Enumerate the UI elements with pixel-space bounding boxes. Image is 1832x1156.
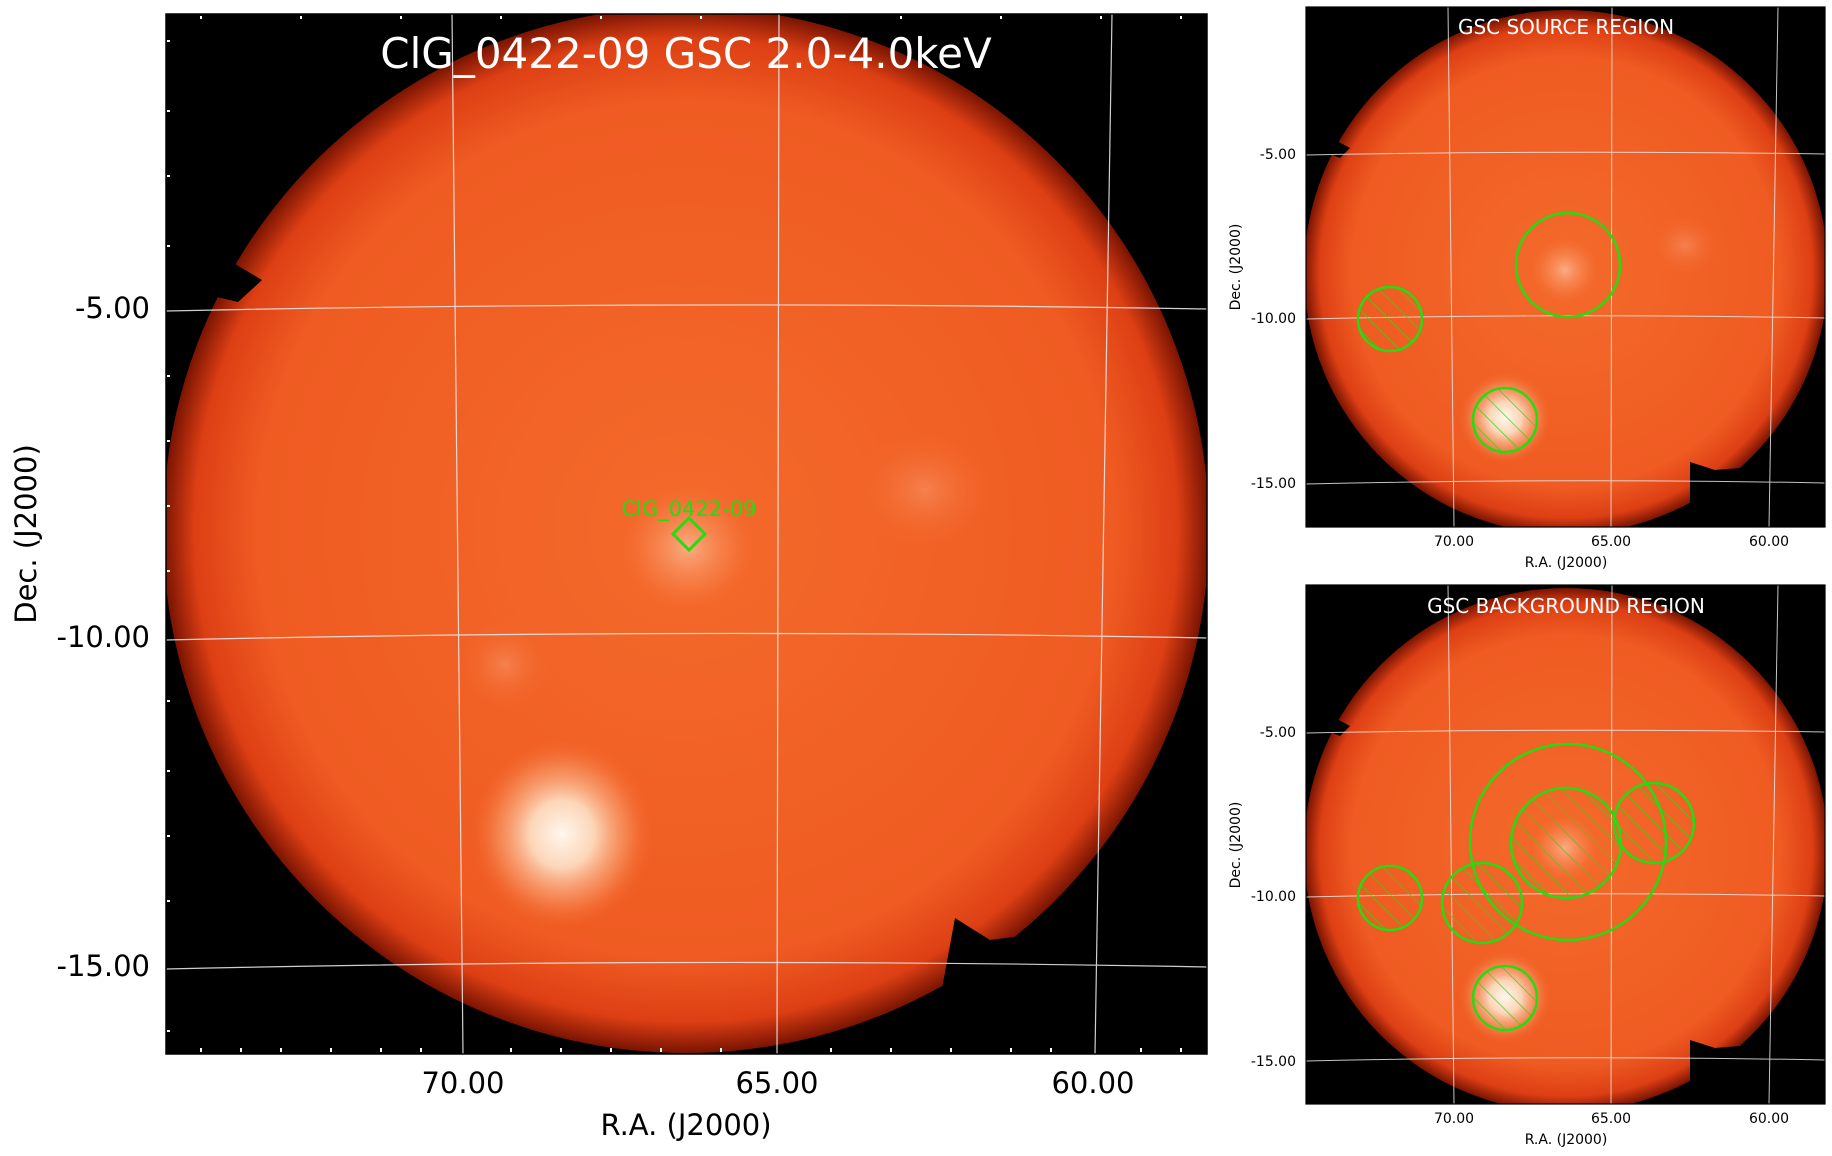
background-edge-notch <box>1690 1040 1760 1104</box>
background-title: GSC BACKGROUND REGION <box>1427 594 1705 618</box>
main-frame <box>165 13 1208 1055</box>
background-frame <box>1305 584 1826 1105</box>
cluster-diamond-marker <box>670 515 708 553</box>
background-edge-notch <box>1325 718 1350 736</box>
background-y-axis-label: Dec. (J2000) <box>1228 802 1244 889</box>
main-y-axis-label: Dec. (J2000) <box>9 444 43 624</box>
background-x-tick-label: 65.00 <box>1591 1111 1631 1127</box>
main-coordinate-grid <box>166 14 1207 1054</box>
source-weak-source <box>1650 215 1720 275</box>
main-weak-source <box>855 430 995 550</box>
source-x-axis-label: R.A. (J2000) <box>1525 555 1608 571</box>
source-cluster-emission <box>1530 236 1600 304</box>
main-weak-source <box>460 620 550 710</box>
background-x-tick-label: 70.00 <box>1434 1111 1474 1127</box>
background-excluded-region <box>1356 864 1424 932</box>
cluster-marker-label: ClG_0422-09 <box>621 497 756 522</box>
main-x-axis-label: R.A. (J2000) <box>600 1108 771 1142</box>
source-region-panel: GSC SOURCE REGION -5.00 -10.00 -15.00 70… <box>1228 6 1826 571</box>
main-x-tick-label: 70.00 <box>421 1066 504 1100</box>
background-region-panel: GSC BACKGROUND REGION -5.00 -10.00 -15.0… <box>1228 584 1826 1148</box>
main-edge-notch <box>930 918 1060 1054</box>
main-y-tick-label: -5.00 <box>75 291 150 325</box>
background-x-axis-label: R.A. (J2000) <box>1525 1132 1608 1148</box>
source-excluded-region <box>1471 386 1539 454</box>
background-x-tick-label: 60.00 <box>1749 1111 1789 1127</box>
main-y-tick-label: -10.00 <box>57 620 151 654</box>
source-edge-notch <box>1690 462 1760 527</box>
main-title: ClG_0422-09 GSC 2.0-4.0keV <box>380 29 992 78</box>
cluster-marker: ClG_0422-09 <box>621 497 757 553</box>
background-y-tick-label: -10.00 <box>1251 889 1296 905</box>
background-excluded-region <box>1471 964 1539 1032</box>
main-bright-source <box>470 738 654 930</box>
source-edge-notch <box>1325 140 1350 158</box>
source-y-tick-label: -5.00 <box>1260 147 1296 163</box>
main-panel: ClG_0422-09 ClG_0422-09 GSC 2.0-4.0keV -… <box>9 13 1208 1142</box>
source-y-axis-label: Dec. (J2000) <box>1228 224 1244 311</box>
main-x-tick-label: 60.00 <box>1051 1066 1134 1100</box>
source-y-tick-label: -15.00 <box>1251 476 1296 492</box>
background-excluded-cluster-region <box>1509 786 1623 900</box>
source-y-tick-label: -10.00 <box>1251 311 1296 327</box>
source-x-tick-label: 65.00 <box>1591 534 1631 550</box>
main-y-tick-label: -15.00 <box>57 949 151 983</box>
background-y-tick-label: -5.00 <box>1260 725 1296 741</box>
source-title: GSC SOURCE REGION <box>1458 15 1674 39</box>
background-excluded-region <box>1440 861 1524 945</box>
source-frame <box>1305 6 1826 528</box>
background-y-tick-label: -15.00 <box>1251 1054 1296 1070</box>
main-x-tick-label: 65.00 <box>735 1066 818 1100</box>
source-x-tick-label: 70.00 <box>1434 534 1474 550</box>
main-edge-notch <box>196 255 262 302</box>
background-excluded-region <box>1612 781 1696 865</box>
source-extraction-circle <box>1514 211 1622 319</box>
main-tick-marks <box>167 16 1182 1052</box>
source-x-tick-label: 60.00 <box>1749 534 1789 550</box>
source-excluded-region <box>1356 285 1424 353</box>
